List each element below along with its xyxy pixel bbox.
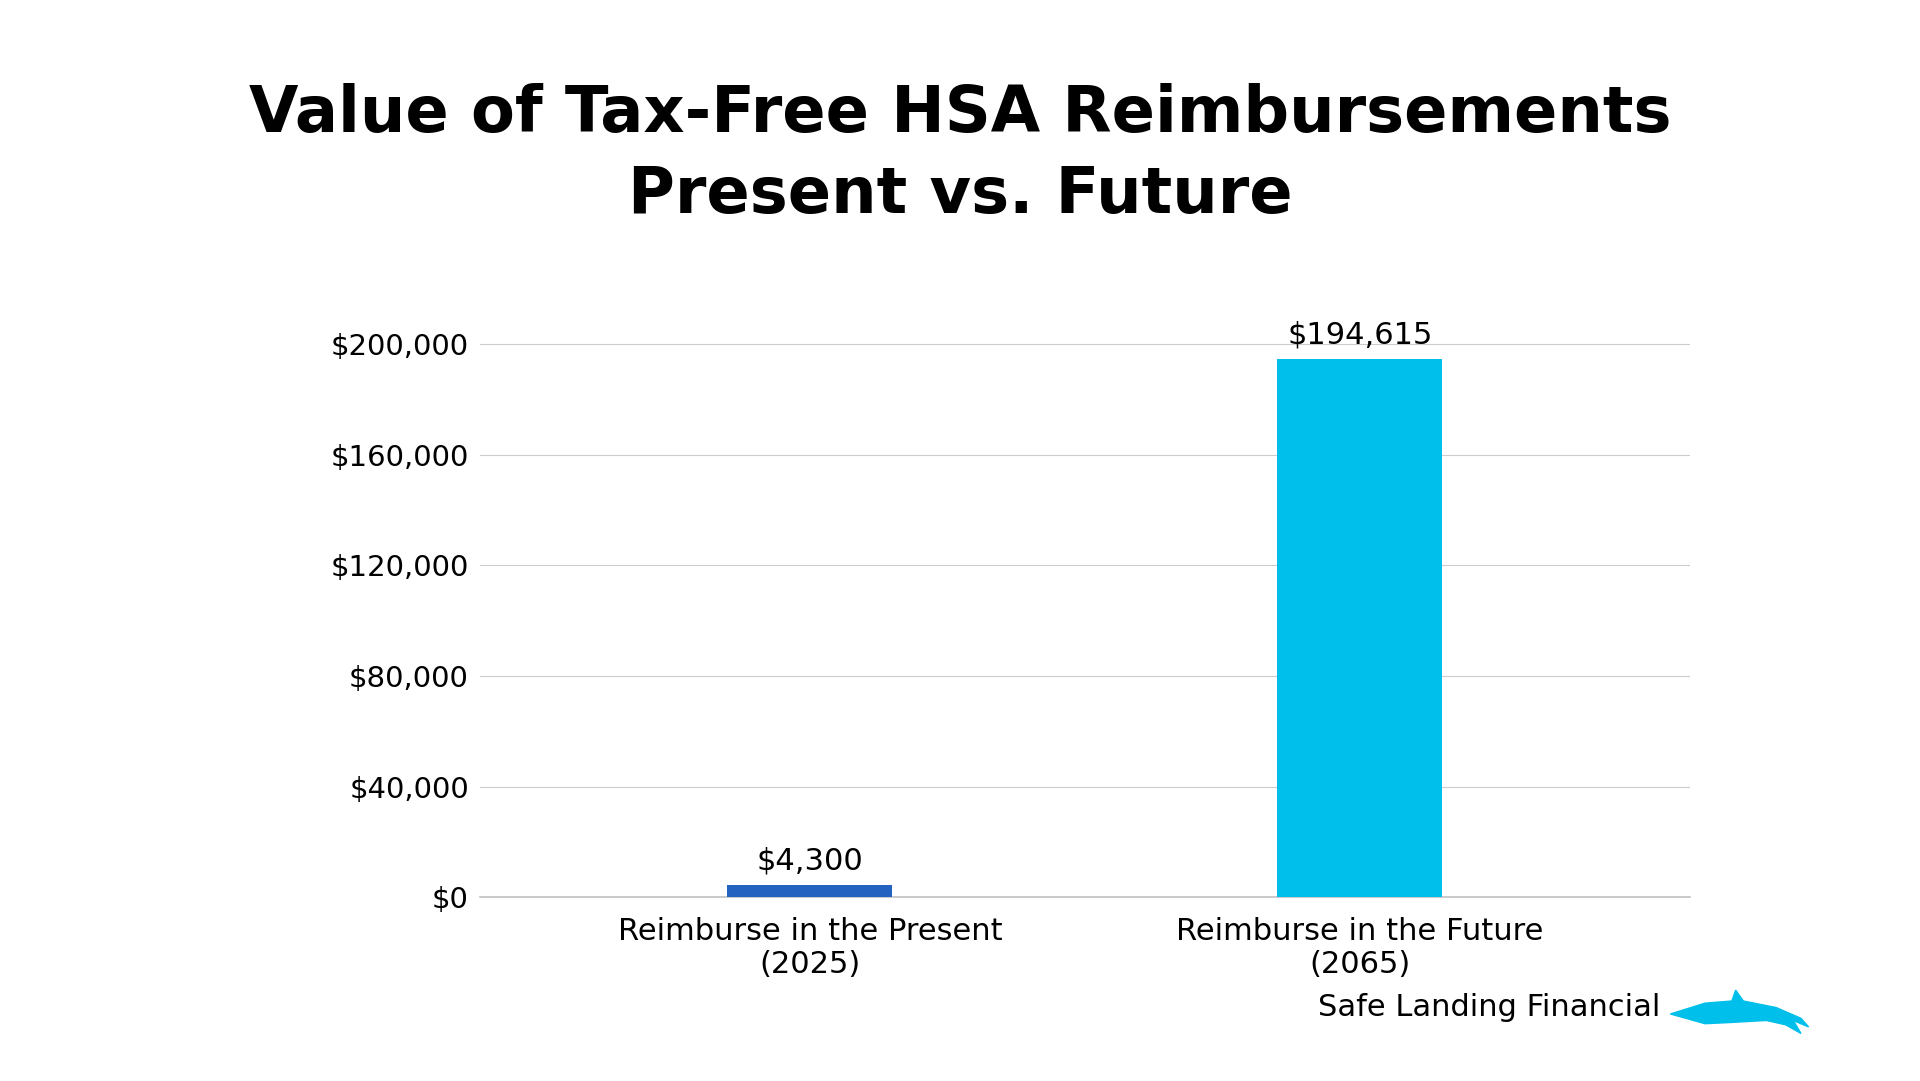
Bar: [728, 885, 893, 897]
Text: Safe Landing Financial: Safe Landing Financial: [1319, 992, 1661, 1022]
Bar: [1277, 359, 1442, 897]
Text: $4,300: $4,300: [756, 846, 864, 876]
Text: Present vs. Future: Present vs. Future: [628, 163, 1292, 226]
Text: Value of Tax-Free HSA Reimbursements: Value of Tax-Free HSA Reimbursements: [250, 82, 1670, 145]
Text: $194,615: $194,615: [1286, 320, 1432, 349]
